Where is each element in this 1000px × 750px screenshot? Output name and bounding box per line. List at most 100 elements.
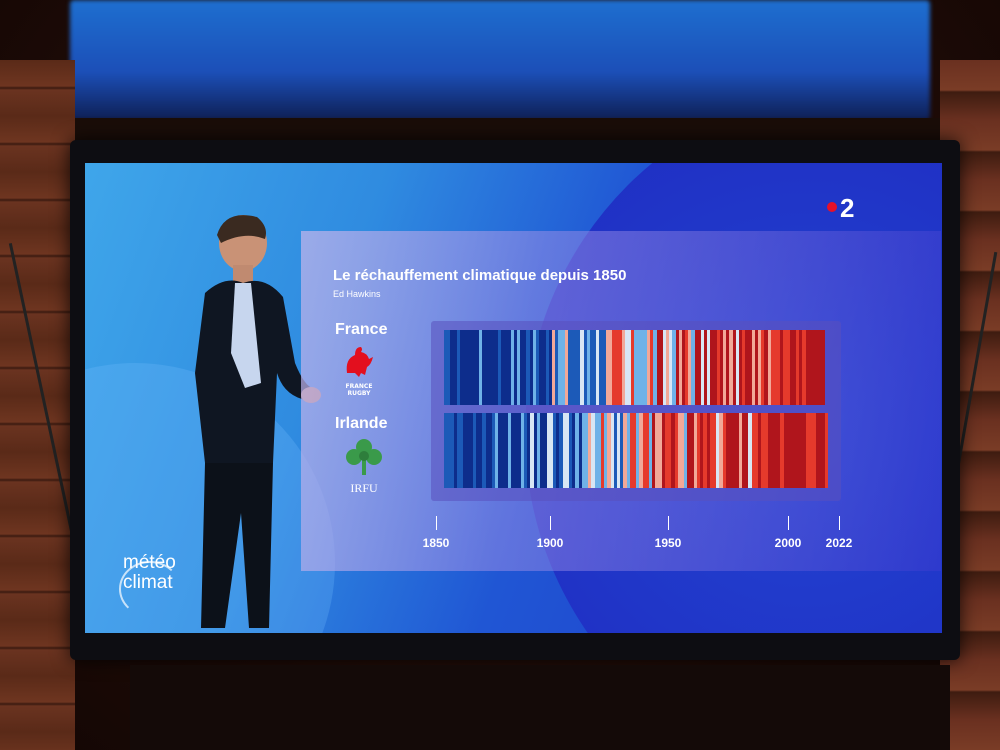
stripe: [669, 330, 673, 405]
stripe: [666, 330, 670, 405]
stripe: [559, 413, 563, 488]
stripe: [818, 330, 822, 405]
stripe: [754, 330, 759, 405]
stripe: [805, 330, 809, 405]
stripe: [661, 413, 666, 488]
stripe: [517, 413, 521, 488]
stripe: [508, 413, 512, 488]
stripe: [815, 413, 819, 488]
stripe: [710, 330, 714, 405]
stripe: [642, 413, 646, 488]
stripe: [607, 413, 611, 488]
stripe: [626, 413, 630, 488]
stripe: [786, 413, 790, 488]
stripe: [504, 330, 508, 405]
stripe: [649, 413, 653, 488]
stripe: [716, 413, 720, 488]
stripe: [713, 413, 717, 488]
stripe: [533, 413, 537, 488]
stripe: [812, 413, 816, 488]
stripe: [681, 413, 685, 488]
stripe: [685, 330, 689, 405]
stripe: [643, 330, 647, 405]
stripe: [742, 330, 746, 405]
stripe: [719, 413, 723, 488]
stripe: [653, 330, 657, 405]
stripe: [741, 413, 746, 488]
stripe: [709, 413, 714, 488]
stripe: [549, 413, 553, 488]
stripe: [821, 413, 826, 488]
stripe: [732, 330, 736, 405]
panel-title: Le réchauffement climatique depuis 1850: [333, 267, 627, 284]
stripe: [627, 330, 632, 405]
stripe: [460, 413, 464, 488]
warming-stripes-france: [444, 330, 825, 405]
stripe: [527, 413, 531, 488]
stripe: [497, 330, 502, 405]
stripe: [482, 330, 486, 405]
stripe: [637, 330, 641, 405]
stripe: [501, 330, 505, 405]
stripe: [757, 413, 762, 488]
stripe: [745, 413, 749, 488]
axis-tick: [839, 516, 840, 530]
stripe: [738, 413, 742, 488]
stripe: [789, 413, 794, 488]
stripe: [783, 413, 787, 488]
logo-dot-icon: [827, 202, 837, 213]
axis-tick-label: 1900: [536, 536, 564, 550]
shamrock-icon: [346, 439, 382, 475]
stripe: [524, 413, 528, 488]
stripe: [725, 413, 730, 488]
stripe: [580, 330, 584, 405]
stripe: [577, 330, 581, 405]
stripe: [815, 330, 819, 405]
stripe: [459, 330, 464, 405]
stripe: [453, 330, 457, 405]
stripe: [476, 413, 480, 488]
stripe: [588, 413, 592, 488]
stripe: [498, 413, 502, 488]
meteo-logo-ring: [119, 561, 181, 617]
stripe: [450, 413, 454, 488]
brick-wall-left: [0, 60, 75, 750]
overhead-screen: [70, 0, 930, 120]
stripe: [694, 330, 698, 405]
stripe: [574, 330, 578, 405]
stripe: [786, 330, 790, 405]
stripe: [618, 330, 622, 405]
stripe: [780, 330, 784, 405]
france2-logo: 2: [827, 193, 854, 224]
country-label-france: France: [335, 321, 388, 338]
stripe: [479, 413, 483, 488]
stripe: [545, 330, 549, 405]
stripe: [552, 413, 557, 488]
stripe: [688, 330, 692, 405]
stripe: [636, 413, 640, 488]
stripe: [716, 330, 720, 405]
stripe: [510, 330, 514, 405]
stripe: [729, 413, 733, 488]
stripe: [777, 330, 781, 405]
stripe: [466, 413, 470, 488]
stripe: [675, 330, 679, 405]
stripe: [805, 413, 810, 488]
climate-stripes-panel: Le réchauffement climatique depuis 1850 …: [301, 231, 941, 571]
stripe: [513, 330, 517, 405]
stripe: [615, 330, 619, 405]
stripe: [492, 413, 496, 488]
stripe: [444, 413, 448, 488]
stripe: [520, 330, 524, 405]
stripe: [608, 330, 613, 405]
stripe: [704, 330, 708, 405]
stripe: [565, 413, 569, 488]
stripe: [469, 413, 473, 488]
stripe: [572, 413, 576, 488]
stripe: [659, 330, 663, 405]
stripe: [539, 330, 543, 405]
stripe: [818, 413, 822, 488]
stripe: [748, 330, 752, 405]
stripe: [463, 413, 467, 488]
stripe: [732, 413, 736, 488]
